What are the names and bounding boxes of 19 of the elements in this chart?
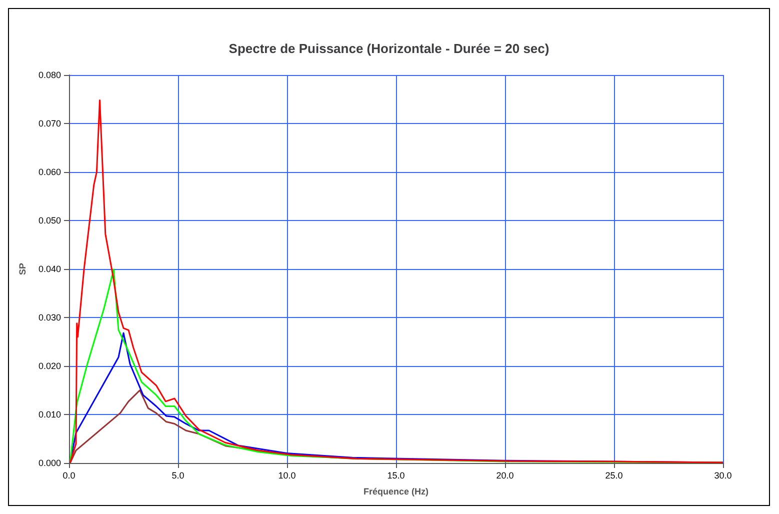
x-tick-label: 10.0 [278,470,296,480]
x-tick-label: 15.0 [387,470,405,480]
x-axis-title: Fréquence (Hz) [363,486,429,496]
y-tick-label: 0.080 [38,70,61,80]
y-tick-label: 0.020 [38,361,61,371]
y-tick-label: 0.050 [38,216,61,226]
y-axis-title: SP [18,262,28,276]
x-tick-label: 30.0 [714,470,732,480]
y-tick-label: 0.040 [38,264,61,274]
x-tick-label: 5.0 [172,470,184,480]
x-tick-label: 20.0 [496,470,514,480]
y-tick-label: 0.060 [38,167,61,177]
chart-title: Spectre de Puissance (Horizontale - Durée = 20 sec) [228,41,550,56]
x-tick-label: 0.0 [62,470,76,480]
x-tick-label: 25.0 [605,470,623,480]
y-tick-label: 0.010 [38,410,61,420]
y-tick-label: 0.070 [38,118,61,128]
y-tick-label: 0.030 [38,312,61,322]
y-tick-label: 0.000 [38,458,61,468]
